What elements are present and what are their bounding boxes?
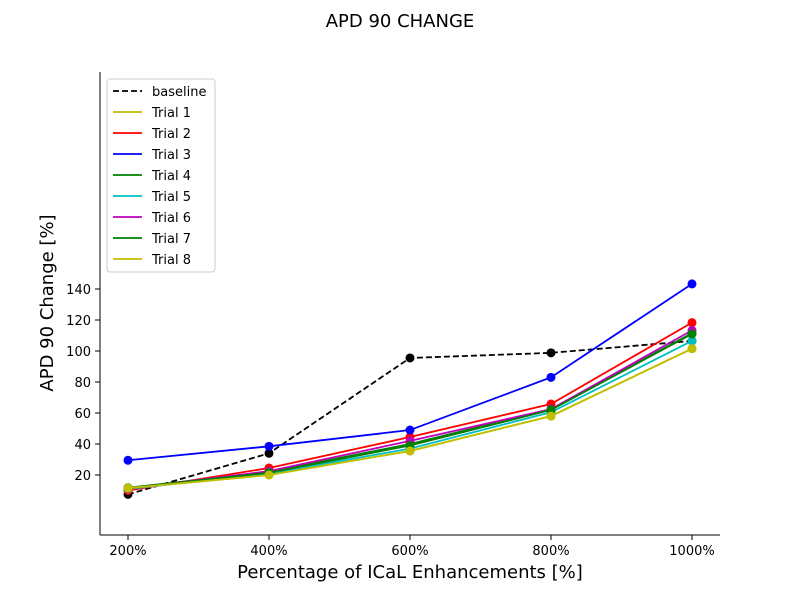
series-trial-8 [123,344,697,493]
y-tick-label: 100 [66,345,91,360]
series-trial-3 [123,279,697,465]
legend-label: Trial 6 [151,211,191,226]
data-point [546,405,556,415]
legend-label: Trial 8 [151,253,191,268]
legend-label: Trial 1 [151,106,191,121]
data-point [264,470,274,480]
series-trial-4 [123,328,697,493]
legend-box [106,78,216,273]
data-point [687,318,697,328]
data-point [687,279,697,289]
data-point [123,483,133,493]
y-tick-label: 60 [74,407,91,422]
data-point [687,329,697,339]
legend-label: baseline [152,85,206,100]
legend: baseline Trial 1 Trial 2 Trial 3 Trial 4 Tria… [106,78,216,273]
y-tick-label: 40 [74,438,91,453]
x-tick-label: 800% [532,544,569,559]
x-tick-label: 1000% [669,544,714,559]
legend-label: Trial 7 [151,232,191,247]
series-baseline [123,336,697,499]
x-tick-label: 600% [391,544,428,559]
y-axis-title: APD 90 Change [%] [37,214,58,391]
legend-label: Trial 5 [151,190,191,205]
series-trial-6 [123,325,697,494]
x-axis-title: Percentage of ICaL Enhancements [%] [237,562,583,583]
x-ticks: 200% 400% 600% 800% 1000% [109,535,715,559]
data-point [123,455,133,465]
x-tick-label: 400% [250,544,287,559]
data-point [405,353,415,363]
y-tick-label: 80 [74,376,91,391]
data-point [405,446,415,456]
y-tick-label: 20 [74,469,91,484]
data-point [546,372,556,382]
series-layer [123,279,697,499]
data-point [264,448,274,458]
series-line [127,347,693,490]
chart-title: APD 90 CHANGE [326,11,475,32]
data-point [264,441,274,451]
data-point [405,425,415,435]
series-line [127,340,693,490]
y-ticks: 20 40 60 80 100 120 140 [66,283,100,484]
x-tick-label: 200% [109,544,146,559]
y-tick-label: 120 [66,314,91,329]
data-point [687,344,697,354]
data-point [687,336,697,346]
data-point [546,411,556,421]
y-tick-label: 140 [66,283,91,298]
legend-label: Trial 3 [151,148,191,163]
series-line [127,347,693,490]
series-trial-2 [123,318,697,495]
series-line [127,340,693,496]
legend-label: Trial 2 [151,127,191,142]
data-point [546,348,556,358]
legend-label: Trial 4 [151,169,191,184]
